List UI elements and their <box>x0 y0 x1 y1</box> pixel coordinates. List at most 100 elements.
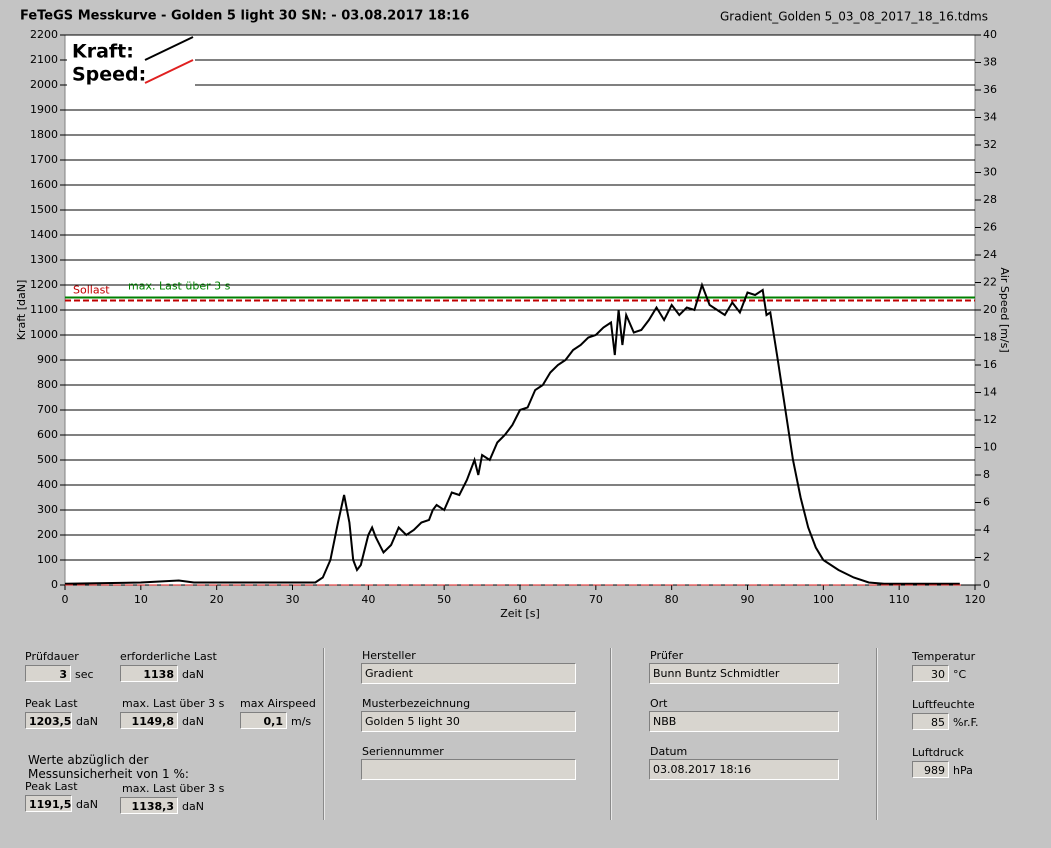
y2-tick-label: 34 <box>983 111 997 124</box>
x-tick-label: 120 <box>965 593 986 606</box>
y-tick-label: 1400 <box>30 228 58 241</box>
y2-tick-label: 16 <box>983 358 997 371</box>
field-unit: daN <box>182 668 204 681</box>
field-value: 1138,3 <box>120 797 178 814</box>
field-label: Prüfer <box>650 649 684 662</box>
field-value: 1191,5 <box>25 795 72 812</box>
field-label: Ort <box>650 697 668 710</box>
x-tick-label: 40 <box>361 593 375 606</box>
field-value: Gradient <box>361 663 576 684</box>
field-label: Peak Last <box>25 697 78 710</box>
series-line <box>64 281 960 585</box>
y-tick-label: 2000 <box>30 78 58 91</box>
field-value: 85 <box>912 713 949 730</box>
field-value: 3 <box>25 665 71 682</box>
note: Werte abzüglich der <box>28 753 149 767</box>
y-tick-label: 800 <box>37 378 58 391</box>
x-tick-label: 110 <box>889 593 910 606</box>
x-tick-label: 30 <box>286 593 300 606</box>
y2-tick-label: 20 <box>983 303 997 316</box>
legend-label: Speed: <box>72 64 146 86</box>
y2-tick-label: 32 <box>983 138 997 151</box>
y2-tick-label: 14 <box>983 386 997 399</box>
field-label: Musterbezeichnung <box>362 697 471 710</box>
x-tick-label: 80 <box>665 593 679 606</box>
field-unit: daN <box>182 800 204 813</box>
field-value: 989 <box>912 761 949 778</box>
field-label: max. Last über 3 s <box>122 782 225 795</box>
field-value: 1203,5 <box>25 712 72 729</box>
chart: FeTeGS Messkurve - Golden 5 light 30 SN:… <box>15 9 1011 621</box>
y-tick-label: 200 <box>37 528 58 541</box>
field-value: 03.08.2017 18:16 <box>649 759 839 780</box>
y2-tick-label: 30 <box>983 166 997 179</box>
y-tick-label: 1100 <box>30 303 58 316</box>
x-tick-label: 100 <box>813 593 834 606</box>
field-label: erforderliche Last <box>120 650 217 663</box>
y2-tick-label: 4 <box>983 523 990 536</box>
reference-label: Sollast <box>73 284 110 297</box>
y-tick-label: 300 <box>37 503 58 516</box>
field-value: NBB <box>649 711 839 732</box>
y2-tick-label: 26 <box>983 221 997 234</box>
field-label: Luftfeuchte <box>912 698 975 711</box>
reference-label: max. Last über 3 s <box>128 280 231 293</box>
separator <box>610 648 612 820</box>
y2-tick-label: 8 <box>983 468 990 481</box>
y-tick-label: 500 <box>37 453 58 466</box>
y-tick-label: 0 <box>51 578 58 591</box>
x-tick-label: 20 <box>210 593 224 606</box>
y-tick-label: 1300 <box>30 253 58 266</box>
x-tick-label: 60 <box>513 593 527 606</box>
field-label: Datum <box>650 745 688 758</box>
y2-tick-label: 12 <box>983 413 997 426</box>
field-label: Hersteller <box>362 649 416 662</box>
field-label: Prüfdauer <box>25 650 79 663</box>
x-tick-label: 50 <box>437 593 451 606</box>
field-unit: m/s <box>291 715 312 728</box>
y2-tick-label: 0 <box>983 578 990 591</box>
separator <box>876 648 878 820</box>
y2-tick-label: 18 <box>983 331 997 344</box>
x-tick-label: 90 <box>741 593 755 606</box>
field-unit: daN <box>76 715 98 728</box>
field-value: 0,1 <box>240 712 287 729</box>
y-tick-label: 100 <box>37 553 58 566</box>
field-unit: hPa <box>953 764 973 777</box>
y-tick-label: 1800 <box>30 128 58 141</box>
y-tick-label: 900 <box>37 353 58 366</box>
legend-swatch <box>144 59 194 84</box>
x-tick-label: 10 <box>134 593 148 606</box>
y-tick-label: 1500 <box>30 203 58 216</box>
field-label: Luftdruck <box>912 746 964 759</box>
y2-tick-label: 2 <box>983 551 990 564</box>
y2-tick-label: 36 <box>983 83 997 96</box>
field-label: max. Last über 3 s <box>122 697 225 710</box>
field-value <box>361 759 576 780</box>
y-tick-label: 1200 <box>30 278 58 291</box>
field-unit: sec <box>75 668 94 681</box>
field-label: Temperatur <box>912 650 976 663</box>
file-name: Gradient_Golden 5_03_08_2017_18_16.tdms <box>720 10 988 24</box>
field-unit: %r.F. <box>953 716 979 729</box>
note: Messunsicherheit von 1 %: <box>28 767 189 781</box>
y2-axis-label: Air Speed [m/s] <box>998 267 1011 352</box>
field-label: Peak Last <box>25 780 78 793</box>
y-tick-label: 1000 <box>30 328 58 341</box>
y-tick-label: 1600 <box>30 178 58 191</box>
y-axis-label: Kraft [daN] <box>15 280 28 341</box>
field-label: max Airspeed <box>240 697 316 710</box>
y-tick-label: 2200 <box>30 28 58 41</box>
y-tick-label: 2100 <box>30 53 58 66</box>
legend-label: Kraft: <box>72 41 134 63</box>
field-value: Bunn Buntz Schmidtler <box>649 663 839 684</box>
field-value: 1138 <box>120 665 178 682</box>
chart-title: FeTeGS Messkurve - Golden 5 light 30 SN:… <box>20 9 469 24</box>
y2-tick-label: 38 <box>983 56 997 69</box>
y-tick-label: 600 <box>37 428 58 441</box>
y-tick-label: 1700 <box>30 153 58 166</box>
y-tick-label: 400 <box>37 478 58 491</box>
field-value: 30 <box>912 665 949 682</box>
field-label: Seriennummer <box>362 745 444 758</box>
